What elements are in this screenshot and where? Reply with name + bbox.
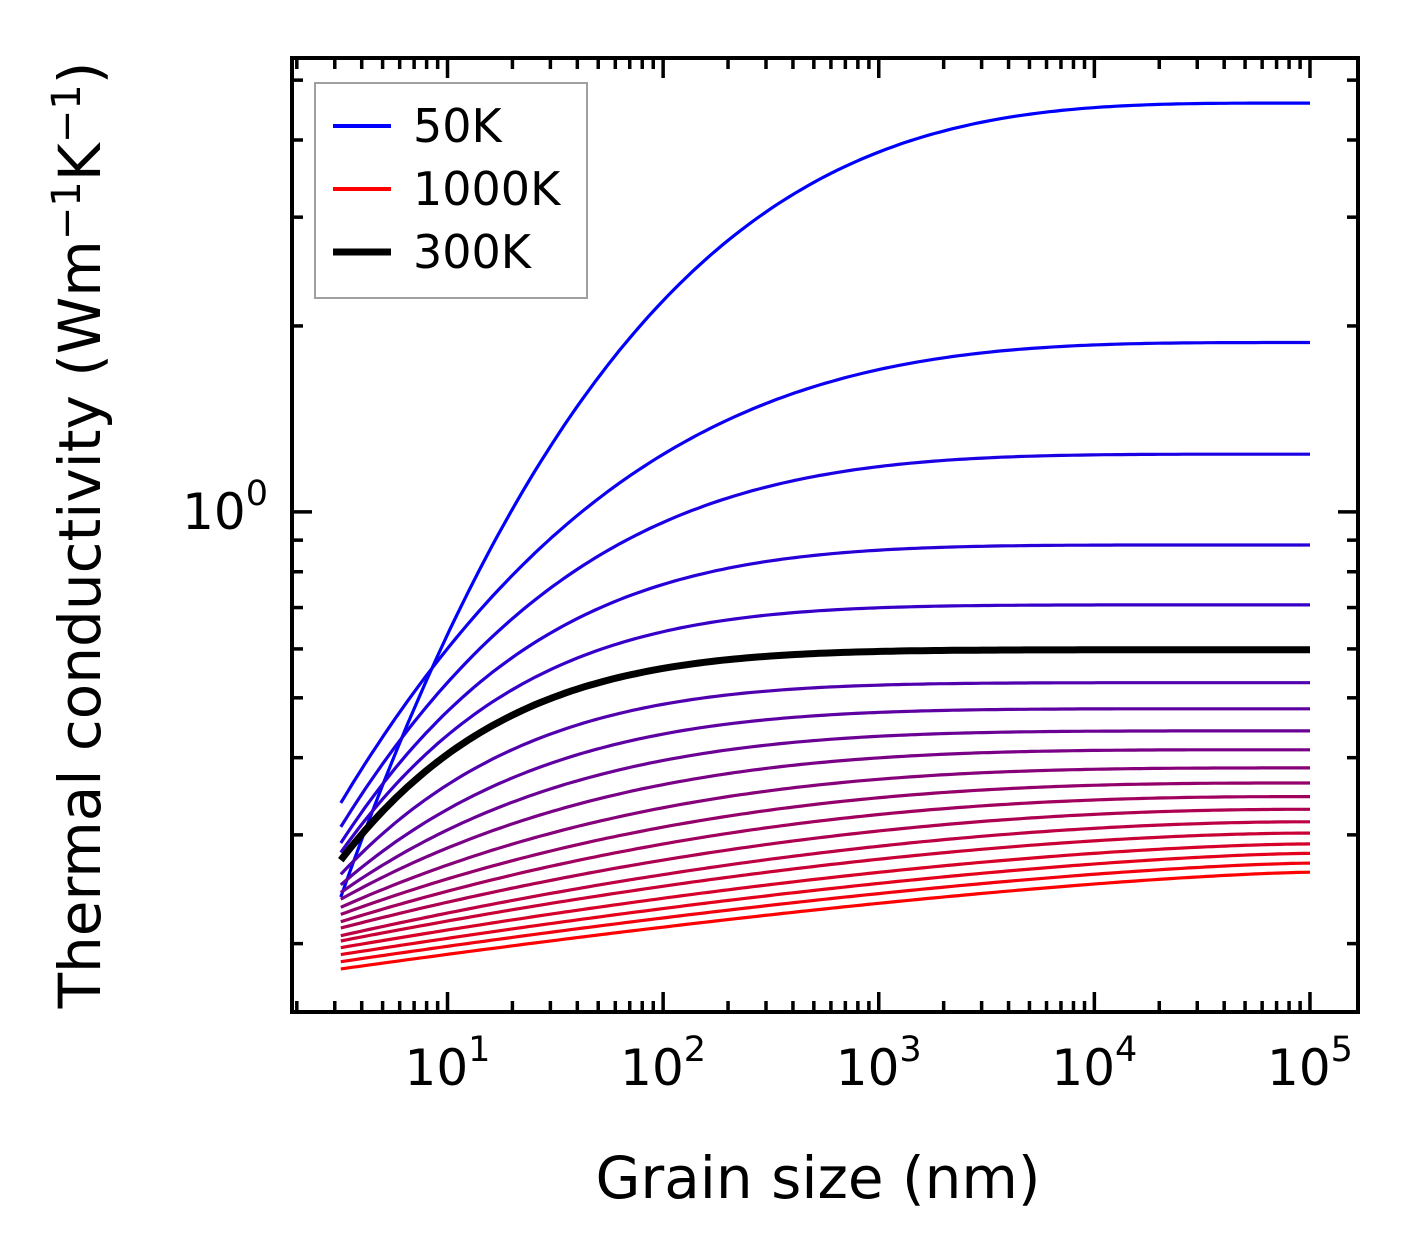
x-axis-tick-label: 101 xyxy=(405,1030,491,1097)
plot-border xyxy=(290,56,1360,1014)
curve-450K xyxy=(339,729,1310,894)
curve-group xyxy=(338,101,1311,971)
curve-250K xyxy=(339,603,1310,854)
curve-300K xyxy=(338,646,1310,863)
curve-550K xyxy=(340,766,1310,909)
curve-750K xyxy=(340,820,1310,938)
curve-150K xyxy=(339,452,1310,828)
curve-350K xyxy=(339,681,1310,876)
x-axis-tick-label: 103 xyxy=(836,1030,922,1097)
curve-600K xyxy=(340,781,1310,916)
y-axis-tick-label: 100 xyxy=(182,474,268,541)
y-axis-label: Thermal conductivity (Wm−1K−1) xyxy=(44,62,114,1010)
curve-500K xyxy=(340,748,1310,901)
legend-label-1000K: 1000K xyxy=(413,162,562,216)
curve-1000K xyxy=(340,870,1311,971)
curve-200K xyxy=(339,543,1310,844)
legend: 50K 1000K 300K xyxy=(314,82,588,299)
curve-800K xyxy=(340,831,1310,943)
x-axis-tick-label: 105 xyxy=(1267,1030,1353,1097)
curve-650K xyxy=(340,794,1310,924)
legend-label-300K: 300K xyxy=(413,225,533,279)
curve-900K xyxy=(340,851,1310,957)
curve-950K xyxy=(340,861,1311,964)
curve-400K xyxy=(339,707,1310,887)
x-axis-tick-label: 104 xyxy=(1051,1030,1137,1097)
x-axis-tick-label: 102 xyxy=(620,1030,706,1097)
curve-850K xyxy=(340,842,1311,950)
legend-label-50K: 50K xyxy=(413,99,504,153)
x-axis-label: Grain size (nm) xyxy=(595,1144,1040,1212)
curve-50K xyxy=(339,101,1310,898)
curve-700K xyxy=(340,807,1310,930)
curve-100K xyxy=(339,340,1310,804)
